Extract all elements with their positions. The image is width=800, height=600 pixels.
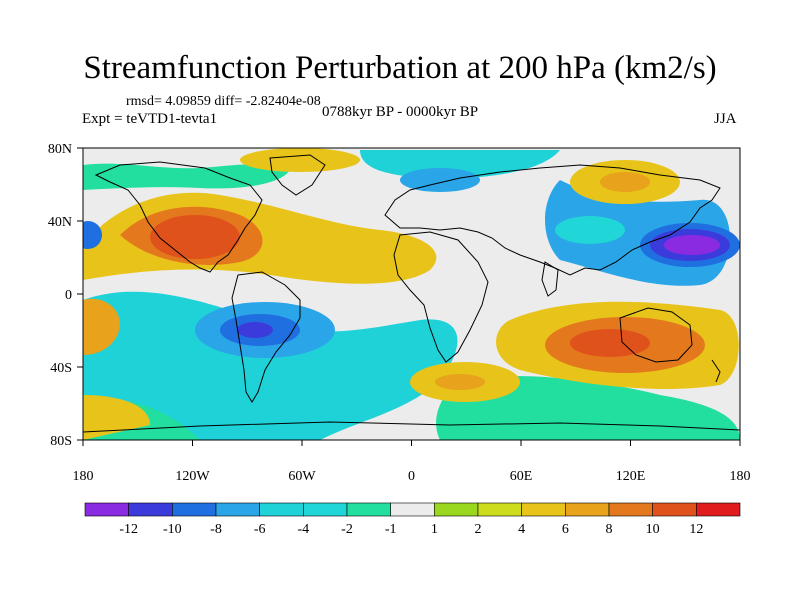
- colorbar-swatch: [434, 502, 479, 517]
- x-tick-label: 180: [73, 469, 94, 484]
- field-south-pacific-yellow: [83, 395, 150, 440]
- field-north-america-max: [150, 215, 240, 259]
- field-siberia-orange: [600, 172, 650, 192]
- coast-antarctica: [83, 421, 740, 433]
- x-tick-label: 60E: [510, 469, 533, 484]
- tick-marks: [77, 147, 741, 446]
- field-europe-blue: [400, 168, 480, 192]
- colorbar-swatch: [696, 502, 741, 517]
- coast-greenland: [269, 154, 326, 196]
- coast-new-zealand: [711, 359, 721, 383]
- colorbar-swatch: [608, 502, 653, 517]
- y-tick-label: 80S: [50, 434, 72, 449]
- y-tick-label: 40S: [50, 361, 72, 376]
- field-pacific-min: [664, 235, 720, 255]
- colorbar-label: -10: [163, 522, 182, 537]
- colorbar-swatch: [521, 502, 566, 517]
- season-label: JJA: [714, 111, 737, 127]
- coastlines: [83, 154, 740, 433]
- colorbar-swatch: [390, 502, 435, 517]
- coast-australia: [619, 307, 693, 363]
- x-tick-label: 120W: [175, 469, 210, 484]
- colorbar-label: -2: [341, 522, 353, 537]
- colorbar-label: 10: [646, 522, 660, 537]
- field-greenland-yellow: [240, 148, 360, 172]
- colorbar-swatch: [346, 502, 391, 517]
- colorbar-swatch: [259, 502, 304, 517]
- x-tick-label: 0: [408, 469, 415, 484]
- streamfunction-field: [83, 148, 740, 440]
- field-dateline-blue: [83, 221, 102, 249]
- colorbar-label: 4: [518, 522, 525, 537]
- x-tick-label: 120E: [616, 469, 646, 484]
- x-tick-label: 60W: [288, 469, 316, 484]
- colorbar-label: 6: [562, 522, 569, 537]
- period-label: 0788kyr BP - 0000kyr BP: [322, 104, 479, 120]
- y-tick-label: 0: [65, 288, 72, 303]
- colorbar-label: -4: [297, 522, 309, 537]
- colorbar-swatch: [565, 502, 610, 517]
- experiment-label: Expt = teVTD1-tevta1: [82, 111, 218, 127]
- axis-labels: 180 120W 60W 0 60E 120E 180 80N 40N 0 40…: [48, 142, 751, 484]
- colorbar-swatch: [652, 502, 697, 517]
- colorbar-swatch: [84, 502, 129, 517]
- field-china-cyan: [555, 216, 625, 244]
- coast-africa: [393, 231, 489, 363]
- colorbar-label: -8: [210, 522, 222, 537]
- x-tick-label: 180: [730, 469, 751, 484]
- coast-india: [541, 261, 559, 297]
- colorbar-label: 12: [689, 522, 703, 537]
- colorbar: -12 -10 -8 -6 -4 -2 -1 1 2 4 6 8 10 12: [84, 502, 741, 537]
- colorbar-swatch: [172, 502, 217, 517]
- colorbar-swatch: [303, 502, 348, 517]
- stats-text: rmsd= 4.09859 diff= -2.82404e-08: [126, 94, 321, 109]
- field-band-south-west: [83, 291, 458, 440]
- y-tick-label: 40N: [48, 215, 72, 230]
- colorbar-swatch: [215, 502, 260, 517]
- field-band-north-green: [83, 163, 290, 190]
- colorbar-label: 1: [431, 522, 438, 537]
- coast-north-america: [94, 161, 263, 273]
- colorbar-label: -12: [119, 522, 138, 537]
- field-south-africa-orange: [435, 374, 485, 390]
- colorbar-swatch: [477, 502, 522, 517]
- y-tick-label: 80N: [48, 142, 72, 157]
- colorbar-swatch: [128, 502, 173, 517]
- colorbar-label: -1: [385, 522, 397, 537]
- colorbar-label: -6: [254, 522, 266, 537]
- field-south-america-min: [237, 322, 273, 338]
- colorbar-label: 8: [606, 522, 613, 537]
- colorbar-label: 2: [475, 522, 482, 537]
- page-title: Streamfunction Perturbation at 200 hPa (…: [83, 50, 717, 86]
- coast-south-america: [231, 271, 301, 403]
- coast-europe-asia: [384, 164, 721, 276]
- field-australia-max: [570, 329, 650, 357]
- field-south-pacific-orange: [83, 298, 120, 355]
